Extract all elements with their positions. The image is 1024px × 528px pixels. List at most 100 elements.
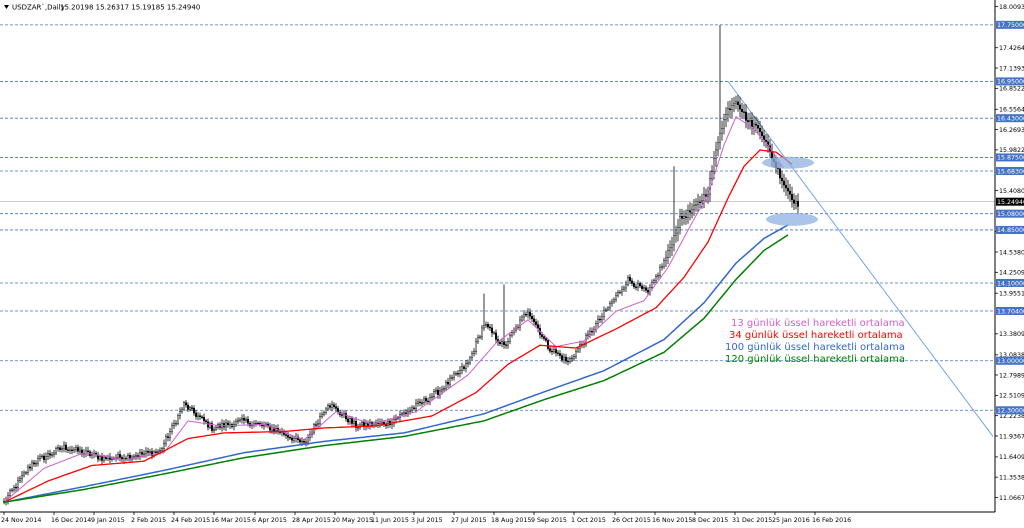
candle-body-267 bbox=[537, 324, 540, 329]
x-tick-label-5: 16 Mar 2015 bbox=[211, 517, 251, 524]
candle-body-224 bbox=[451, 377, 454, 379]
candle-body-272 bbox=[547, 340, 550, 349]
candle-body-31 bbox=[64, 444, 67, 450]
y-tick-label-11: 13.95510 bbox=[999, 291, 1024, 298]
candle-body-355 bbox=[713, 158, 716, 172]
candle-body-121 bbox=[244, 418, 247, 421]
candle-body-149 bbox=[301, 440, 304, 443]
level-label-bg-8 bbox=[996, 306, 1024, 315]
candle-body-372 bbox=[747, 120, 750, 123]
level-label-bg-0 bbox=[996, 20, 1024, 29]
candle-body-216 bbox=[435, 389, 438, 392]
candle-body-73 bbox=[148, 451, 151, 453]
level-label-6: 14.85000 bbox=[997, 227, 1024, 234]
level-label-bg-5 bbox=[996, 209, 1024, 218]
candle-body-303 bbox=[609, 303, 612, 309]
level-label-2: 16.43000 bbox=[997, 115, 1024, 122]
candle-body-50 bbox=[102, 456, 105, 461]
candle-body-201 bbox=[405, 412, 408, 414]
candle-body-279 bbox=[561, 355, 564, 361]
x-tick-label-4: 24 Feb 2015 bbox=[171, 517, 210, 524]
candle-body-248 bbox=[499, 342, 502, 345]
y-tick-label-10: 14.25090 bbox=[999, 270, 1024, 277]
candle-body-351 bbox=[705, 194, 708, 197]
level-label-bg-2 bbox=[996, 114, 1024, 123]
candle-body-292 bbox=[587, 333, 590, 336]
candle-body-361 bbox=[725, 114, 728, 120]
candle-body-259 bbox=[521, 316, 524, 321]
y-tick-label-12: 13.38090 bbox=[999, 331, 1024, 338]
candle-body-151 bbox=[305, 441, 308, 443]
support-highlight[interactable] bbox=[766, 212, 818, 226]
candle-body-163 bbox=[329, 405, 332, 408]
candle-body-375 bbox=[753, 123, 756, 128]
candle-body-171 bbox=[345, 413, 348, 420]
y-tick-label-9: 14.53800 bbox=[999, 249, 1024, 256]
candle-body-322 bbox=[647, 290, 650, 293]
candle-body-18 bbox=[39, 456, 42, 459]
candle-body-220 bbox=[443, 388, 446, 390]
candle-body-284 bbox=[571, 357, 574, 360]
candle-body-206 bbox=[415, 403, 418, 409]
downtrend-line[interactable] bbox=[727, 81, 994, 437]
candle-body-287 bbox=[577, 348, 580, 352]
candle-body-35 bbox=[72, 449, 75, 451]
candle-body-229 bbox=[461, 366, 464, 371]
candle-body-263 bbox=[529, 311, 532, 317]
candle-body-226 bbox=[455, 373, 458, 375]
candle-body-363 bbox=[729, 108, 732, 110]
candle-body-317 bbox=[637, 283, 640, 288]
candle-body-7 bbox=[17, 480, 20, 488]
x-tick-label-17: 8 Dec 2015 bbox=[692, 517, 728, 524]
candle-body-49 bbox=[100, 456, 103, 461]
candle-body-266 bbox=[535, 321, 538, 325]
candle-body-179 bbox=[361, 422, 364, 426]
candle-body-97 bbox=[196, 415, 199, 417]
candle-body-160 bbox=[323, 412, 326, 415]
candle-body-104 bbox=[210, 423, 213, 431]
candle-body-315 bbox=[633, 283, 636, 288]
candle-body-44 bbox=[90, 454, 93, 456]
candle-body-360 bbox=[723, 119, 726, 129]
candle-body-166 bbox=[335, 406, 338, 409]
candle-body-58 bbox=[118, 454, 121, 458]
candle-body-258 bbox=[519, 319, 522, 328]
candle-body-11 bbox=[25, 472, 28, 474]
resistance-highlight[interactable] bbox=[762, 156, 814, 169]
candle-body-161 bbox=[325, 408, 328, 413]
candle-body-253 bbox=[509, 334, 512, 342]
x-tick-label-14: 1 Oct 2015 bbox=[571, 517, 606, 524]
candle-body-373 bbox=[749, 120, 752, 123]
candle-body-321 bbox=[645, 287, 648, 291]
candle-body-100 bbox=[202, 417, 205, 422]
symbol-dropdown-icon[interactable] bbox=[4, 5, 9, 9]
candle-body-70 bbox=[142, 453, 145, 455]
candle-body-21 bbox=[45, 456, 48, 460]
candle-body-262 bbox=[527, 311, 530, 315]
candle-body-374 bbox=[751, 120, 754, 128]
candle-body-22 bbox=[47, 453, 50, 457]
candle-body-320 bbox=[643, 287, 646, 289]
candle-body-235 bbox=[473, 351, 476, 354]
candle-body-251 bbox=[505, 344, 508, 346]
candle-body-348 bbox=[699, 201, 702, 203]
x-tick-label-8: 20 May 2015 bbox=[332, 517, 373, 524]
candle-body-169 bbox=[341, 414, 344, 416]
candle-body-358 bbox=[719, 132, 722, 143]
candle-body-144 bbox=[291, 437, 294, 441]
candle-body-252 bbox=[507, 341, 510, 346]
candle-body-176 bbox=[355, 420, 358, 428]
y-tick-label-5: 16.26930 bbox=[999, 127, 1024, 134]
candle-body-366 bbox=[735, 101, 738, 104]
y-tick-label-7: 15.40800 bbox=[999, 188, 1024, 195]
x-tick-label-15: 26 Oct 2015 bbox=[612, 517, 651, 524]
candle-body-196 bbox=[395, 418, 398, 420]
candle-body-30 bbox=[63, 444, 66, 449]
candle-body-62 bbox=[126, 454, 129, 459]
candle-body-302 bbox=[607, 307, 610, 310]
candle-body-377 bbox=[757, 125, 760, 129]
ohlc-values: 15.20198 15.26317 15.19185 15.24940 bbox=[60, 4, 200, 12]
candle-body-329 bbox=[661, 266, 664, 268]
candle-body-223 bbox=[449, 377, 452, 385]
